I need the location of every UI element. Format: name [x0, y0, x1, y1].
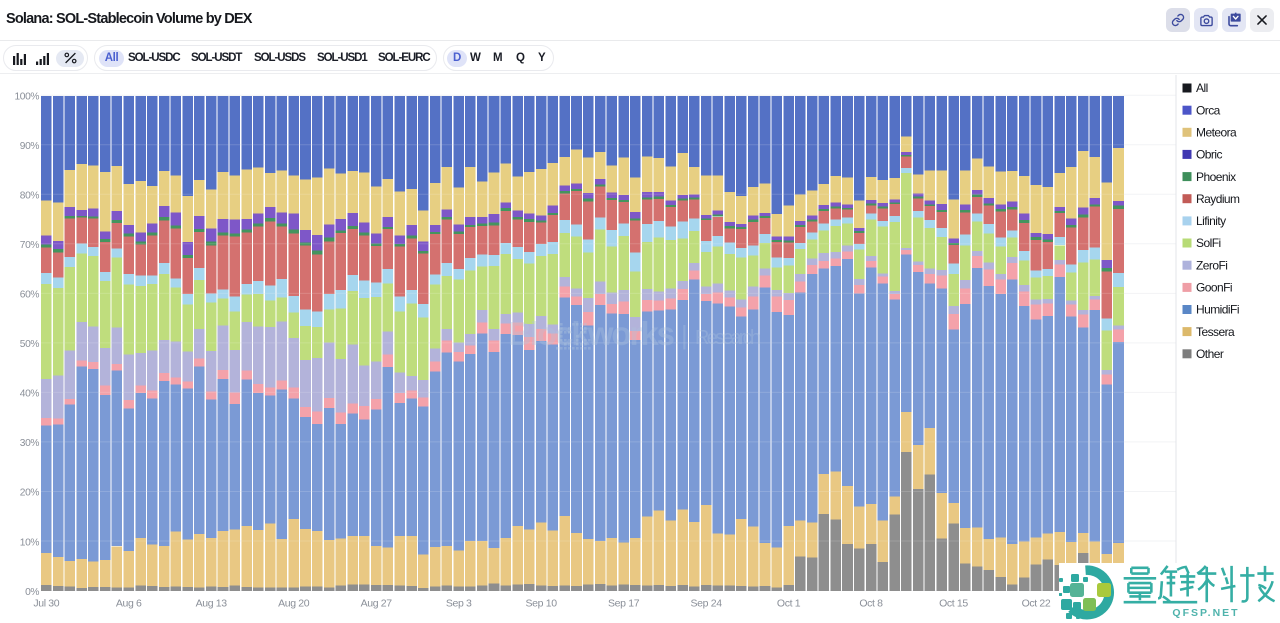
svg-text:Aug 27: Aug 27: [361, 598, 393, 610]
svg-text:SolFi: SolFi: [1196, 236, 1221, 250]
svg-text:GoonFi: GoonFi: [1196, 281, 1232, 295]
svg-text:60%: 60%: [20, 290, 40, 301]
svg-text:10%: 10%: [20, 537, 40, 548]
svg-text:HumidiFi: HumidiFi: [1196, 303, 1239, 317]
svg-text:QFSP.NET: QFSP.NET: [1172, 607, 1239, 619]
svg-text:100%: 100%: [15, 92, 40, 103]
svg-text:Sep 10: Sep 10: [526, 598, 558, 610]
svg-text:40%: 40%: [20, 389, 40, 400]
svg-text:Oct 22: Oct 22: [1022, 598, 1051, 610]
svg-text:Oct 15: Oct 15: [939, 598, 968, 610]
svg-text:Phoenix: Phoenix: [1196, 170, 1236, 184]
svg-text:Obric: Obric: [1196, 148, 1222, 162]
svg-text:Oct 8: Oct 8: [859, 598, 883, 610]
svg-text:90%: 90%: [20, 141, 40, 152]
svg-text:Meteora: Meteora: [1196, 126, 1237, 140]
svg-text:All: All: [1196, 81, 1208, 95]
svg-text:Jul 30: Jul 30: [33, 598, 59, 610]
svg-text:Research: Research: [695, 327, 761, 349]
svg-text:Raydium: Raydium: [1196, 192, 1240, 206]
svg-text:|: |: [681, 320, 688, 350]
svg-text:Other: Other: [1196, 347, 1224, 361]
svg-text:Orca: Orca: [1196, 103, 1221, 117]
svg-text:ZeroFi: ZeroFi: [1196, 258, 1227, 272]
svg-text:70%: 70%: [20, 240, 40, 251]
svg-text:Sep 3: Sep 3: [446, 598, 472, 610]
svg-text:80%: 80%: [20, 191, 40, 202]
svg-text:Lifinity: Lifinity: [1196, 214, 1226, 228]
svg-text:50%: 50%: [20, 339, 40, 350]
svg-text:20%: 20%: [20, 488, 40, 499]
svg-text:Sep 24: Sep 24: [691, 598, 723, 610]
svg-text:Oct 1: Oct 1: [777, 598, 801, 610]
svg-text:30%: 30%: [20, 438, 40, 449]
svg-text:Sep 17: Sep 17: [608, 598, 640, 610]
svg-text:Tessera: Tessera: [1196, 325, 1235, 339]
svg-text:Aug 20: Aug 20: [278, 598, 310, 610]
svg-text:0%: 0%: [25, 587, 39, 598]
svg-text:Aug 6: Aug 6: [116, 598, 142, 610]
svg-text:Blockworks: Blockworks: [508, 315, 675, 352]
svg-text:Aug 13: Aug 13: [196, 598, 228, 610]
